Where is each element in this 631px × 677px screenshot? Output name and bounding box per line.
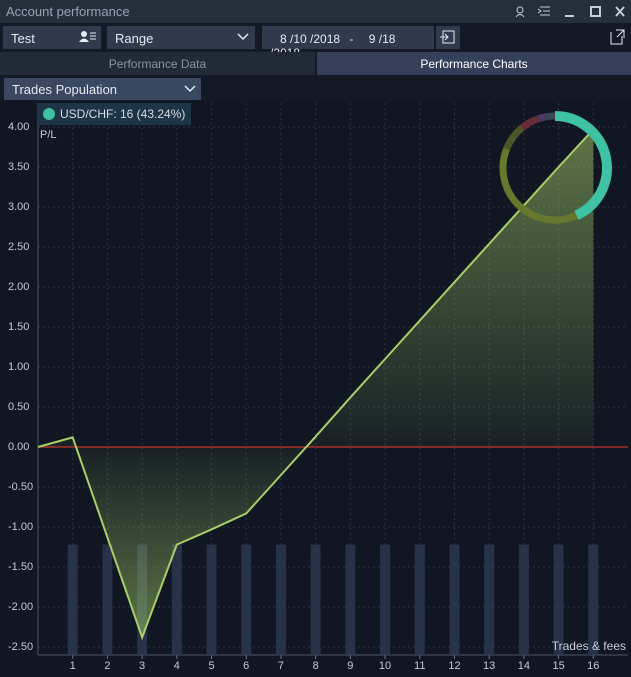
y-tick-label: -2.00 bbox=[8, 601, 33, 613]
x-tick-label: 8 bbox=[313, 660, 319, 672]
period-select[interactable]: Range bbox=[107, 26, 255, 49]
bar bbox=[380, 544, 391, 655]
y-tick-label: 3.50 bbox=[8, 161, 29, 173]
tab-label: Performance Data bbox=[108, 57, 207, 71]
y-tick-label: -0.50 bbox=[8, 481, 33, 493]
chevron bbox=[237, 33, 249, 41]
y-tick-label: -1.00 bbox=[8, 521, 33, 533]
y-tick-label: 1.00 bbox=[8, 361, 29, 373]
y-tick-label: -1.50 bbox=[8, 561, 33, 573]
donut-segment bbox=[520, 115, 539, 131]
x-tick-label: 7 bbox=[278, 660, 284, 672]
tooltip: USD/CHF: 16 (43.24%) bbox=[38, 103, 192, 125]
date-range[interactable]: 8 /10 /2018 - 9 /18 /2018 bbox=[262, 26, 434, 60]
bar bbox=[553, 544, 564, 655]
y-axis-label: P/L bbox=[40, 129, 57, 141]
x-tick-label: 3 bbox=[139, 660, 145, 672]
date-from: 8 /10 /2018 bbox=[280, 32, 341, 46]
apply-button[interactable] bbox=[436, 26, 460, 49]
y-tick-label: 2.00 bbox=[8, 281, 29, 293]
filter-name: Trades Population bbox=[12, 82, 118, 97]
tooltip-swatch bbox=[43, 108, 55, 120]
bar bbox=[449, 544, 460, 655]
account-name: Test bbox=[11, 31, 35, 46]
bar bbox=[484, 544, 495, 655]
y-tick-label: 0.00 bbox=[8, 441, 29, 453]
y-tick-label: 1.50 bbox=[8, 321, 29, 333]
bar bbox=[102, 544, 113, 655]
x-tick-label: 1 bbox=[70, 660, 76, 672]
bar bbox=[414, 544, 425, 655]
tab[interactable]: Performance Data bbox=[0, 52, 315, 75]
bar bbox=[588, 544, 599, 655]
bar bbox=[241, 544, 252, 655]
x-tick-label: 15 bbox=[552, 660, 564, 672]
x-tick-label: 12 bbox=[448, 660, 460, 672]
date-separator: - bbox=[349, 32, 354, 46]
account-select[interactable]: Test bbox=[3, 26, 101, 49]
performance-chart: 4.00 3.50 3.00 2.50 2.00 1.50 1.00 0.50 0.00 -0.5… bbox=[0, 101, 631, 677]
bar bbox=[171, 544, 182, 655]
filter-select[interactable]: Trades Population bbox=[4, 78, 201, 100]
donut-segment bbox=[545, 112, 556, 121]
account-icon bbox=[79, 31, 96, 42]
period-name: Range bbox=[115, 31, 154, 46]
donut-segment bbox=[499, 147, 578, 224]
x-tick-label: 14 bbox=[518, 660, 530, 672]
y-tick-label: 4.00 bbox=[8, 121, 29, 133]
y-tick-label: 0.50 bbox=[8, 401, 29, 413]
chevron bbox=[184, 85, 196, 93]
bar bbox=[275, 544, 286, 655]
x-tick-label: 5 bbox=[208, 660, 214, 672]
tab-active[interactable]: Performance Charts bbox=[317, 52, 631, 75]
bar bbox=[345, 544, 356, 655]
bar bbox=[67, 544, 78, 655]
x-tick-label: 9 bbox=[347, 660, 353, 672]
x-tick-label: 2 bbox=[104, 660, 110, 672]
y-tick-label: 3.00 bbox=[8, 201, 29, 213]
x-tick-label: 4 bbox=[174, 660, 180, 672]
window-title: Account performance bbox=[6, 4, 130, 19]
tooltip-text: USD/CHF: 16 (43.24%) bbox=[60, 107, 186, 121]
x-tick-label: 11 bbox=[414, 660, 425, 672]
donut-segment bbox=[536, 113, 547, 123]
tab-label: Performance Charts bbox=[420, 57, 528, 71]
window-controls[interactable] bbox=[505, 3, 631, 21]
x-tick-label: 6 bbox=[243, 660, 249, 672]
bar bbox=[206, 544, 217, 655]
bar bbox=[518, 544, 529, 655]
area bbox=[38, 129, 594, 638]
donut-segment bbox=[503, 124, 525, 151]
line bbox=[37, 128, 595, 641]
y-tick-label: 2.50 bbox=[8, 241, 29, 253]
export-button[interactable] bbox=[608, 27, 626, 47]
y-tick-label: -2.50 bbox=[8, 641, 33, 653]
x-tick-label: 13 bbox=[483, 660, 495, 672]
donut-segment bbox=[554, 111, 612, 220]
title-bar: Account performance bbox=[0, 0, 631, 23]
x-tick-label: 16 bbox=[587, 660, 599, 672]
x-tick-label: 10 bbox=[379, 660, 391, 672]
bar bbox=[310, 544, 321, 655]
series-label: Trades & fees bbox=[552, 639, 626, 653]
